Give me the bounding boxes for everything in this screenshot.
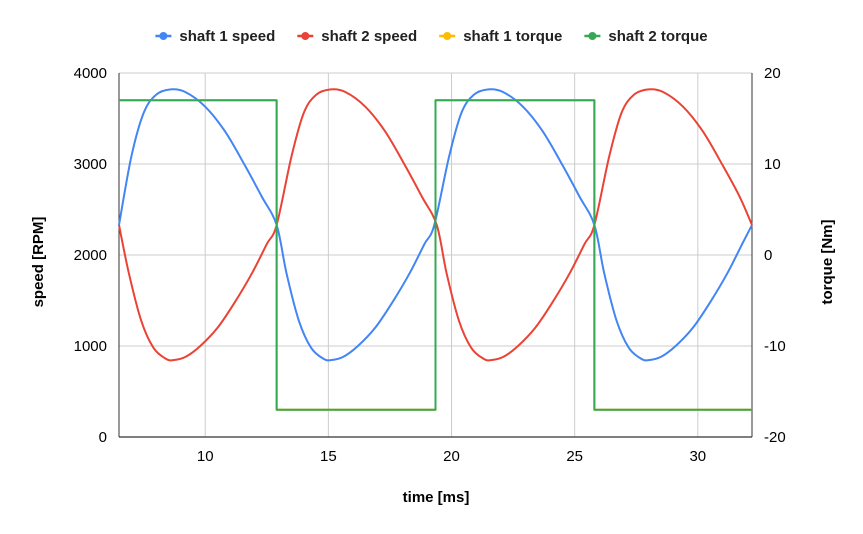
y-right-tick-label: 10 [764, 156, 781, 173]
y-axis-right-title: torque [Nm] [819, 220, 836, 305]
legend-item: shaft 2 torque [584, 28, 708, 45]
x-tick-label: 10 [197, 448, 214, 465]
tick-labels: 0 -20 1000 -10 2000 0 3000 10 4000 20 10 15 20 25 30 [74, 65, 786, 465]
y-left-tick-label: 4000 [74, 65, 107, 82]
y-right-tick-label: 20 [764, 65, 781, 82]
series-line-shaft-1-speed [118, 88, 753, 362]
plot-area [118, 88, 753, 411]
series-line-shaft-2-speed [118, 88, 753, 362]
series-line-shaft-2-torque [119, 99, 752, 411]
legend-item: shaft 1 speed [155, 28, 275, 45]
x-tick-label: 20 [443, 448, 460, 465]
legend: shaft 1 speed shaft 2 speed shaft 1 torque… [155, 28, 708, 45]
y-right-tick-label: -20 [764, 429, 786, 446]
legend-label: shaft 2 speed [321, 28, 417, 45]
legend-label: shaft 1 torque [463, 28, 562, 45]
legend-label: shaft 1 speed [179, 28, 275, 45]
y-left-tick-label: 1000 [74, 338, 107, 355]
y-left-tick-label: 3000 [74, 156, 107, 173]
y-left-tick-label: 0 [99, 429, 107, 446]
legend-item: shaft 1 torque [439, 28, 562, 45]
x-tick-label: 15 [320, 448, 337, 465]
x-axis-title: time [ms] [403, 489, 470, 506]
y-axis-left-title: speed [RPM] [30, 217, 47, 308]
x-tick-label: 30 [689, 448, 706, 465]
legend-item: shaft 2 speed [297, 28, 417, 45]
axes [118, 73, 753, 438]
y-right-tick-label: 0 [764, 247, 772, 264]
y-right-tick-label: -10 [764, 338, 786, 355]
y-left-tick-label: 2000 [74, 247, 107, 264]
x-tick-label: 25 [566, 448, 583, 465]
legend-label: shaft 2 torque [608, 28, 707, 45]
